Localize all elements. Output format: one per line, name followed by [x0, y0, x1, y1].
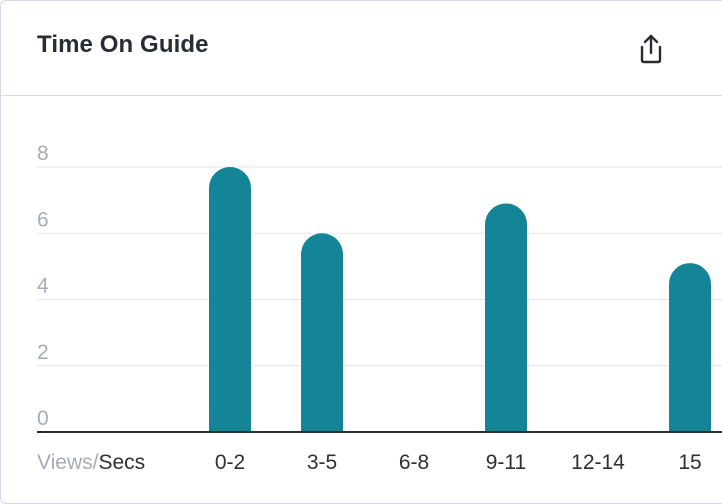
bars	[209, 167, 711, 432]
card-header: Time On Guide	[1, 1, 722, 96]
x-axis-caption: Views/Secs	[37, 451, 145, 474]
y-tick-label: 0	[37, 407, 49, 430]
axis-caption-views: Views	[37, 451, 93, 474]
y-tick-labels: 0 2 4 6 8	[37, 142, 49, 430]
x-tick-label: 3-5	[307, 451, 337, 474]
axis-caption-secs: Secs	[98, 451, 145, 474]
y-tick-label: 8	[37, 142, 49, 165]
share-button[interactable]	[633, 31, 669, 67]
x-tick-label: 15	[678, 451, 701, 474]
grid-lines	[37, 166, 722, 367]
y-tick-label: 4	[37, 275, 49, 298]
x-tick-label: 12-14	[571, 451, 625, 474]
x-tick-label: 0-2	[215, 451, 245, 474]
y-tick-label: 6	[37, 208, 49, 231]
y-tick-label: 2	[37, 341, 49, 364]
bar-9-11[interactable]	[485, 203, 527, 432]
card-title: Time On Guide	[37, 31, 209, 58]
x-tick-label: 6-8	[399, 451, 429, 474]
share-upload-icon	[640, 34, 662, 64]
x-tick-labels: 0-2 3-5 6-8 9-11 12-14 15	[215, 451, 702, 474]
bar-0-2[interactable]	[209, 167, 251, 432]
bar-15[interactable]	[669, 263, 711, 432]
axis-caption-separator: /	[93, 451, 99, 474]
x-tick-label: 9-11	[486, 451, 526, 474]
bar-3-5[interactable]	[301, 233, 343, 432]
